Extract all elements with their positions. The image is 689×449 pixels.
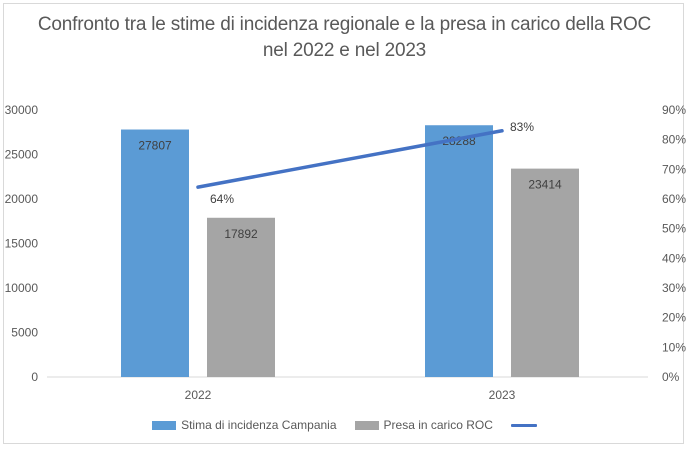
ratio-value-label: 83% bbox=[510, 120, 534, 134]
x-tick-label: 2023 bbox=[489, 388, 516, 402]
left-tick-label: 20000 bbox=[5, 192, 39, 206]
right-tick-label: 50% bbox=[662, 222, 686, 236]
right-axis-ticks: 0% 10% 20% 30% 40% 50% 60% 70% 80% 90% bbox=[662, 103, 686, 384]
left-tick-label: 25000 bbox=[5, 148, 39, 162]
right-tick-label: 10% bbox=[662, 340, 686, 354]
x-axis-ticks: 2022 2023 bbox=[185, 388, 516, 402]
chart-title-line1: Confronto tra le stime di incidenza regi… bbox=[37, 14, 652, 35]
bar-presa-2022 bbox=[207, 217, 275, 377]
right-tick-label: 60% bbox=[662, 192, 686, 206]
right-tick-label: 80% bbox=[662, 133, 686, 147]
legend-swatch-stima bbox=[152, 420, 177, 430]
bar-presa-2023 bbox=[511, 168, 579, 377]
legend-item-stima: Stima di incidenza Campania bbox=[152, 418, 337, 432]
right-tick-label: 30% bbox=[662, 281, 686, 295]
bar-value-label: 27807 bbox=[138, 139, 172, 153]
left-axis-ticks: 0 5000 10000 15000 20000 25000 30000 bbox=[5, 103, 39, 384]
legend: Stima di incidenza Campania Presa in car… bbox=[0, 418, 689, 432]
left-tick-label: 0 bbox=[31, 370, 38, 384]
left-tick-label: 15000 bbox=[5, 237, 39, 251]
legend-item-ratio bbox=[510, 423, 537, 427]
legend-swatch-ratio-line bbox=[510, 423, 537, 427]
bar-value-label: 23414 bbox=[528, 178, 562, 192]
x-tick-label: 2022 bbox=[185, 388, 212, 402]
ratio-line bbox=[196, 129, 504, 189]
legend-label-stima: Stima di incidenza Campania bbox=[181, 418, 337, 432]
ratio-line-series: 64% 83% bbox=[196, 120, 534, 206]
left-tick-label: 30000 bbox=[5, 103, 39, 117]
left-tick-label: 5000 bbox=[11, 326, 38, 340]
right-tick-label: 90% bbox=[662, 103, 686, 117]
bar-stima-2023 bbox=[425, 125, 493, 377]
right-tick-label: 70% bbox=[662, 162, 686, 176]
chart-title-line2: nel 2022 e nel 2023 bbox=[262, 40, 427, 61]
legend-swatch-presa bbox=[354, 420, 379, 430]
bar-value-label: 17892 bbox=[224, 227, 258, 241]
right-tick-label: 40% bbox=[662, 251, 686, 265]
bar-stima-2022 bbox=[121, 129, 189, 377]
legend-item-presa: Presa in carico ROC bbox=[354, 418, 493, 432]
right-tick-label: 0% bbox=[662, 370, 680, 384]
right-tick-label: 20% bbox=[662, 311, 686, 325]
left-tick-label: 10000 bbox=[5, 281, 39, 295]
ratio-value-label: 64% bbox=[210, 192, 234, 206]
chart-title: Confronto tra le stime di incidenza regi… bbox=[0, 12, 689, 64]
legend-label-presa: Presa in carico ROC bbox=[383, 418, 493, 432]
